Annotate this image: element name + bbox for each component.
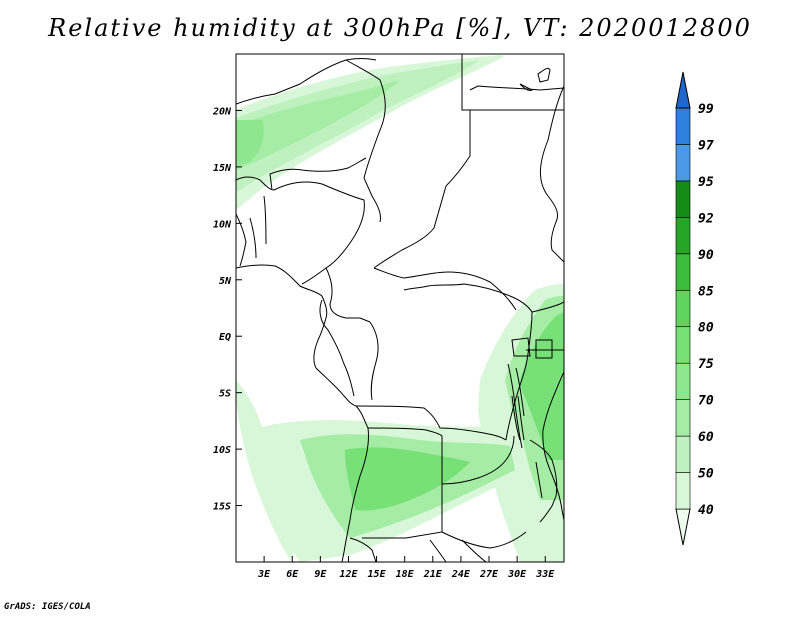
colorbar-segment <box>675 289 691 328</box>
humidity-band-north <box>236 55 505 210</box>
lon-tick-label: 12E <box>339 569 358 580</box>
border-libya-egypt <box>445 54 471 187</box>
border-car <box>373 267 517 311</box>
humidity-east-strong <box>520 312 564 460</box>
lon-tick-label: 6E <box>286 569 299 580</box>
lake-malawi <box>535 461 543 499</box>
colorbar-segment <box>675 107 691 145</box>
colorbar-low-triangle <box>675 508 691 546</box>
colorbar-label: 95 <box>698 175 714 190</box>
colorbar-segment <box>675 180 691 218</box>
colorbar: 40 50 60 70 75 80 85 90 92 95 97 99 <box>675 71 714 546</box>
border-drc-south <box>355 405 507 441</box>
lon-tick-label: 15E <box>368 569 387 580</box>
coastline-east <box>542 371 564 521</box>
colorbar-label: 90 <box>698 248 714 263</box>
border-mali-burkina <box>236 176 275 191</box>
border-tanzania-kenya <box>526 301 564 351</box>
colorbar-segment <box>675 253 691 291</box>
lake-tanganyika <box>511 395 525 441</box>
island-east <box>519 67 551 91</box>
lat-tick-label: 15N <box>213 163 232 174</box>
border-rift-lakes <box>507 363 525 449</box>
humidity-southwest-tail <box>236 380 300 560</box>
lon-tick-label: 24E <box>451 569 471 580</box>
colorbar-label: 75 <box>698 357 714 372</box>
lon-tick-label: 18E <box>396 569 415 580</box>
border-south <box>349 537 487 562</box>
humidity-shading <box>236 55 564 562</box>
lat-tick-label: 5N <box>219 276 232 287</box>
border-drc-east <box>505 311 533 441</box>
colorbar-label: 99 <box>698 102 714 117</box>
colorbar-segment <box>675 399 691 437</box>
lat-tick-label: EQ <box>219 332 231 343</box>
border-niger <box>269 157 367 191</box>
border-coastal-west <box>236 195 267 267</box>
border-nigeria <box>273 181 365 285</box>
border-drc-north <box>403 283 533 313</box>
border-congo <box>319 299 379 401</box>
colorbar-segment <box>675 217 691 255</box>
lon-tick-label: 33E <box>535 569 555 580</box>
coastline-borders <box>236 54 564 562</box>
colorbar-label: 92 <box>698 211 714 226</box>
lat-tick-label: 5S <box>219 389 231 400</box>
colorbar-label: 80 <box>698 321 714 336</box>
humidity-south-strong <box>345 447 470 511</box>
humidity-band-north-core <box>236 80 400 170</box>
lon-tick-label: 27E <box>479 569 499 580</box>
colorbar-segment <box>675 326 691 364</box>
colorbar-label: 70 <box>698 394 714 409</box>
lon-tick-label: 21E <box>423 569 443 580</box>
map-frame <box>235 53 565 563</box>
border-libya-north <box>345 58 564 91</box>
latitude-axis: 20N 15N 10N 5N EQ 5S 10S 15S <box>212 106 242 513</box>
coastline-west <box>236 264 369 562</box>
border-cameroon <box>325 267 371 323</box>
lat-tick-label: 15S <box>213 502 231 513</box>
colorbar-label: 85 <box>698 284 714 299</box>
lon-tick-label: 3E <box>257 569 271 580</box>
border-sudan-chad <box>373 185 447 269</box>
lon-tick-label: 9E <box>314 569 327 580</box>
humidity-northwest-patch <box>236 120 264 166</box>
colorbar-segment <box>675 362 691 400</box>
colorbar-label: 60 <box>698 430 714 445</box>
lon-tick-label: 30E <box>507 569 527 580</box>
longitude-axis: 3E 6E 9E 12E 15E 18E 21E 24E 27E 30E 33E <box>257 556 555 580</box>
border-sahara <box>236 59 386 223</box>
colorbar-segment <box>675 472 691 510</box>
colorbar-label: 40 <box>698 503 714 518</box>
lat-tick-label: 10S <box>213 445 231 456</box>
border-uganda <box>511 337 531 357</box>
colorbar-label: 50 <box>698 467 714 482</box>
lat-tick-label: 20N <box>212 106 232 117</box>
border-mozambique <box>529 439 558 523</box>
colorbar-label: 97 <box>698 138 714 153</box>
grads-credit: GrADS: IGES/COLA <box>4 602 91 612</box>
colorbar-segment <box>675 435 691 473</box>
border-sudan-east <box>540 85 564 263</box>
map-title: Relative humidity at 300hPa [%], VT: 202… <box>48 14 752 42</box>
lake-victoria <box>535 339 553 359</box>
lat-tick-label: 10N <box>213 219 232 230</box>
border-zambia <box>441 435 527 549</box>
colorbar-high-triangle <box>675 71 691 109</box>
colorbar-segment <box>675 144 691 182</box>
